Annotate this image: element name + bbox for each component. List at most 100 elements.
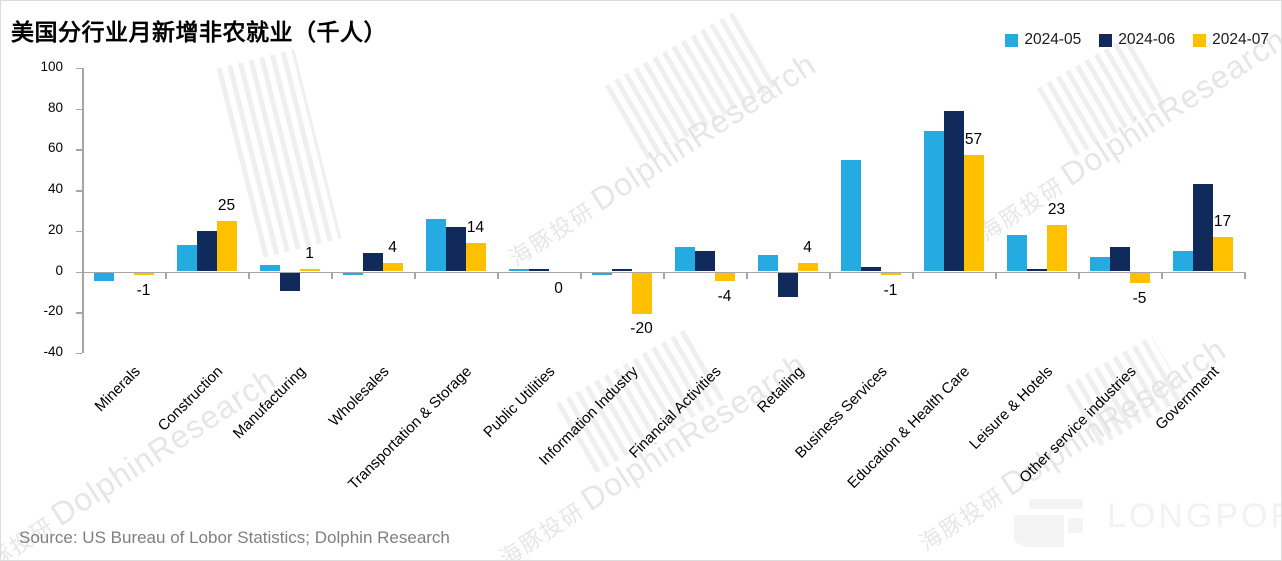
x-tick — [829, 271, 831, 279]
bar — [1192, 183, 1213, 272]
legend-label: 2024-07 — [1212, 31, 1269, 48]
y-axis-line — [82, 67, 84, 353]
bar — [631, 273, 652, 314]
category-label: Government — [1152, 363, 1223, 434]
x-tick — [165, 271, 167, 279]
x-tick — [580, 271, 582, 279]
bar — [777, 273, 798, 298]
data-label: 1 — [305, 245, 314, 263]
data-label: -1 — [883, 281, 898, 299]
bar — [133, 273, 154, 276]
y-tick-label: -40 — [43, 343, 63, 359]
x-tick — [746, 271, 748, 279]
bar — [591, 273, 612, 276]
longport-logo-bubble — [1014, 515, 1064, 547]
category-label: Leisure & Hotels — [966, 363, 1057, 453]
x-tick — [1244, 271, 1246, 279]
category-label: Wholesales — [325, 363, 393, 430]
bar — [259, 265, 280, 272]
y-tick — [76, 352, 82, 355]
bar — [611, 269, 632, 272]
data-label: -4 — [717, 287, 732, 305]
source-text: Source: US Bureau of Lobor Statistics; D… — [19, 528, 450, 547]
x-tick — [1078, 271, 1080, 279]
data-label: 4 — [388, 239, 397, 257]
data-label: -5 — [1132, 289, 1147, 307]
category-label: Manufacturing — [230, 363, 310, 443]
bar — [1026, 269, 1047, 272]
bar — [279, 273, 300, 292]
bar — [382, 263, 403, 272]
bar — [176, 245, 197, 272]
bar — [93, 273, 114, 282]
bar — [216, 220, 237, 272]
bar — [860, 267, 881, 272]
legend: 2024-05 2024-06 2024-07 — [1005, 31, 1269, 49]
bar — [1172, 251, 1193, 272]
legend-item: 2024-05 — [1005, 31, 1081, 49]
data-label: 4 — [803, 239, 812, 257]
y-tick-label: 80 — [47, 99, 63, 115]
data-label: 25 — [217, 196, 236, 214]
bar — [880, 273, 901, 276]
bar — [1129, 273, 1150, 284]
legend-swatch — [1099, 33, 1113, 47]
legend-swatch — [1005, 33, 1019, 47]
x-tick — [912, 271, 914, 279]
longport-text: LONGPORT — [1107, 497, 1281, 535]
bar — [1109, 247, 1130, 272]
bar — [943, 110, 964, 272]
y-tick-label: -20 — [43, 303, 63, 319]
category-label: Financial Activities — [625, 363, 725, 462]
bar — [299, 269, 320, 272]
data-label: -20 — [630, 320, 653, 338]
bar — [694, 251, 715, 272]
y-tick-label: 20 — [47, 221, 63, 237]
data-label: -1 — [136, 281, 151, 299]
data-label: 17 — [1213, 212, 1232, 230]
data-label: 23 — [1047, 200, 1066, 218]
bar — [196, 230, 217, 272]
data-label: 14 — [466, 219, 485, 236]
bar — [840, 159, 861, 272]
bar — [1212, 236, 1233, 272]
bar — [674, 247, 695, 272]
category-label: Public Utilities — [480, 363, 559, 442]
x-tick — [1161, 271, 1163, 279]
longport-logo-bar — [1029, 499, 1083, 509]
bar — [714, 273, 735, 282]
bar — [1006, 234, 1027, 272]
x-tick — [663, 271, 665, 279]
category-label: Construction — [154, 363, 227, 435]
y-tick-label: 60 — [47, 140, 63, 156]
legend-label: 2024-06 — [1118, 31, 1176, 48]
y-tick — [76, 230, 82, 233]
data-label: 57 — [964, 131, 983, 149]
legend-item: 2024-07 — [1193, 31, 1269, 49]
longport-logo-square — [1068, 518, 1083, 533]
bar — [1046, 224, 1067, 272]
bar — [528, 269, 549, 272]
category-label: Minerals — [91, 363, 144, 416]
y-tick-label: 0 — [55, 262, 63, 278]
y-tick-label: 100 — [40, 58, 63, 74]
bar — [963, 155, 984, 272]
y-tick — [76, 67, 82, 70]
x-tick — [82, 271, 84, 279]
x-tick — [995, 271, 997, 279]
legend-item: 2024-06 — [1099, 31, 1175, 49]
bar — [342, 273, 363, 276]
y-tick — [76, 190, 82, 192]
bar — [465, 243, 486, 272]
bar — [797, 263, 818, 272]
category-label: Retailing — [754, 363, 808, 417]
page-title: 美国分行业月新增非农就业（千人） — [11, 19, 387, 45]
bar — [923, 131, 944, 272]
y-tick-label: 40 — [47, 181, 63, 197]
y-tick — [76, 271, 82, 273]
y-tick — [76, 108, 82, 111]
bar — [362, 253, 383, 272]
data-label: 0 — [554, 279, 563, 297]
